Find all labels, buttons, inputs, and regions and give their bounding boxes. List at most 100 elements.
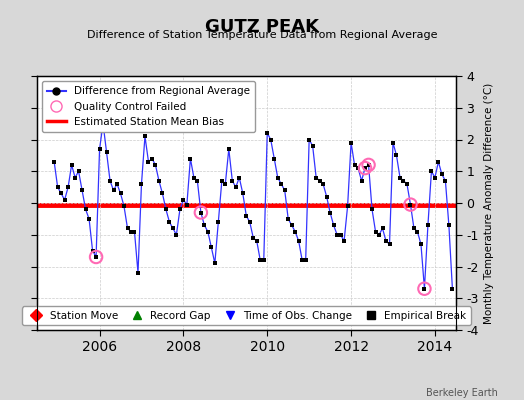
Point <box>60 197 69 203</box>
Point <box>445 222 453 228</box>
Point <box>301 257 310 263</box>
Point <box>120 203 128 209</box>
Point <box>336 232 345 238</box>
Point <box>378 225 387 232</box>
Point <box>57 190 66 197</box>
Point <box>190 174 198 181</box>
Point <box>89 248 97 254</box>
Point <box>193 178 202 184</box>
Point <box>214 219 223 225</box>
Point <box>123 225 132 232</box>
Point <box>134 270 142 276</box>
Point <box>92 254 100 260</box>
Point <box>259 257 268 263</box>
Point <box>137 181 146 187</box>
Point <box>406 201 414 208</box>
Point <box>165 219 173 225</box>
Point <box>291 228 299 235</box>
Point <box>221 181 230 187</box>
Point <box>176 206 184 212</box>
Point <box>81 206 90 212</box>
Point <box>270 155 278 162</box>
Point <box>95 146 104 152</box>
Point <box>326 209 334 216</box>
Point <box>141 133 149 140</box>
Point <box>238 190 247 197</box>
Point <box>211 260 219 266</box>
Point <box>294 238 303 244</box>
Point <box>389 140 397 146</box>
Point <box>106 178 114 184</box>
Point <box>330 222 338 228</box>
Point <box>413 228 422 235</box>
Point <box>298 257 307 263</box>
Point <box>172 232 181 238</box>
Point <box>420 286 429 292</box>
Point <box>438 171 446 178</box>
Point <box>99 120 107 127</box>
Point <box>368 206 376 212</box>
Point <box>354 165 362 171</box>
Point <box>246 219 254 225</box>
Point <box>333 232 341 238</box>
Point <box>406 201 414 208</box>
Point <box>274 174 282 181</box>
Point <box>280 187 289 194</box>
Point <box>364 162 373 168</box>
Point <box>74 168 83 174</box>
Point <box>364 162 373 168</box>
Point <box>396 174 404 181</box>
Point <box>144 158 152 165</box>
Point <box>309 143 317 149</box>
Point <box>204 228 212 235</box>
Point <box>372 228 380 235</box>
Point <box>322 194 331 200</box>
Text: Difference of Station Temperature Data from Regional Average: Difference of Station Temperature Data f… <box>87 30 437 40</box>
Point <box>277 181 286 187</box>
Point <box>92 254 100 260</box>
Point <box>64 184 72 190</box>
Point <box>315 178 324 184</box>
Point <box>151 162 160 168</box>
Point <box>158 190 167 197</box>
Point <box>110 187 118 194</box>
Point <box>53 184 62 190</box>
Point <box>417 241 425 248</box>
Point <box>392 152 401 158</box>
Text: Berkeley Earth: Berkeley Earth <box>426 388 498 398</box>
Point <box>434 158 443 165</box>
Point <box>235 174 244 181</box>
Point <box>253 238 261 244</box>
Point <box>186 155 194 162</box>
Point <box>288 222 296 228</box>
Point <box>284 216 292 222</box>
Point <box>127 228 135 235</box>
Point <box>200 222 209 228</box>
Point <box>382 238 390 244</box>
Point <box>217 178 226 184</box>
Point <box>431 174 439 181</box>
Point <box>403 181 411 187</box>
Point <box>207 244 215 251</box>
Point <box>78 187 86 194</box>
Point <box>196 209 205 216</box>
Point <box>357 178 366 184</box>
Point <box>242 212 250 219</box>
Point <box>361 165 369 171</box>
Legend: Station Move, Record Gap, Time of Obs. Change, Empirical Break: Station Move, Record Gap, Time of Obs. C… <box>22 306 471 325</box>
Point <box>375 232 383 238</box>
Point <box>148 155 156 162</box>
Point <box>347 140 355 146</box>
Point <box>420 286 429 292</box>
Point <box>448 286 456 292</box>
Point <box>71 174 79 181</box>
Point <box>427 168 435 174</box>
Point <box>155 178 163 184</box>
Point <box>410 225 418 232</box>
Point <box>228 178 236 184</box>
Point <box>249 235 257 241</box>
Text: GUTZ PEAK: GUTZ PEAK <box>205 18 319 36</box>
Point <box>162 206 170 212</box>
Point <box>256 257 265 263</box>
Point <box>399 178 408 184</box>
